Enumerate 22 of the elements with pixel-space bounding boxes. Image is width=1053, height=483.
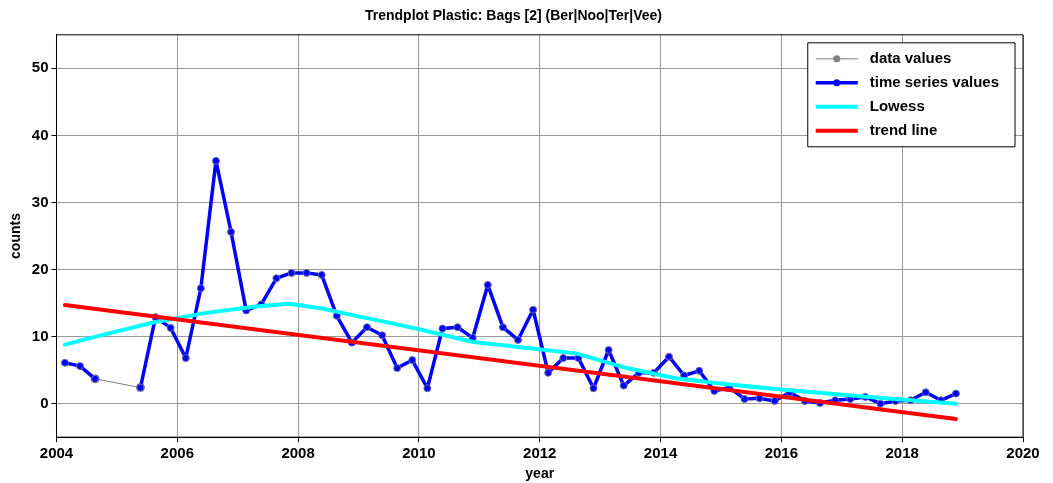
y-tick-label: 40 — [31, 125, 49, 143]
y-tick-label: 0 — [40, 393, 49, 411]
y-tick-label: 20 — [31, 259, 49, 277]
x-tick-label: 2014 — [643, 444, 678, 462]
legend-label: Lowess — [869, 96, 925, 114]
x-tick-label: 2004 — [39, 444, 74, 462]
legend-label: data values — [869, 48, 952, 66]
x-tick-label: 2018 — [885, 444, 919, 462]
x-tick-label: 2006 — [160, 444, 194, 462]
x-tick-label: 2012 — [523, 444, 557, 462]
x-axis-title: year — [525, 465, 555, 482]
x-tick-label: 2010 — [402, 444, 436, 462]
y-tick-label: 10 — [31, 326, 49, 344]
legend-label: trend line — [869, 120, 938, 138]
x-tick-label: 2008 — [281, 444, 315, 462]
y-axis-title: counts — [7, 212, 24, 259]
y-tick-label: 30 — [31, 192, 49, 210]
y-tick-label: 50 — [31, 58, 49, 76]
chart-title: Trendplot Plastic: Bags [2] (Ber|Noo|Ter|Vee) — [365, 7, 662, 24]
x-tick-label: 2016 — [764, 444, 799, 462]
legend-label: time series values — [869, 72, 1000, 90]
x-tick-label: 2020 — [1006, 444, 1040, 462]
